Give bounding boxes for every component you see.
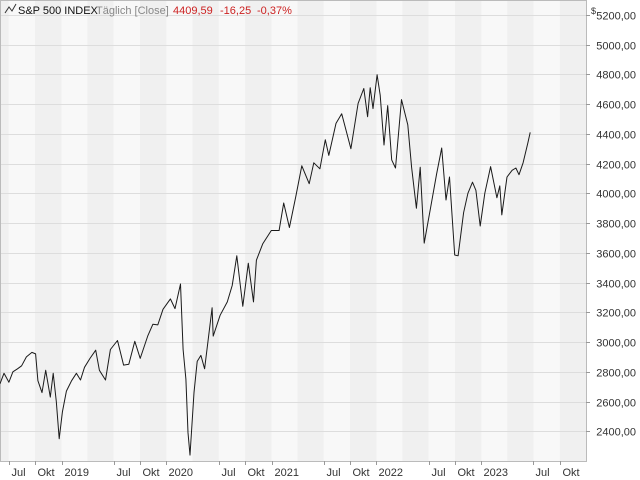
quarter-band: [139, 0, 167, 461]
line-series-icon: [4, 3, 17, 14]
x-tick-label: Okt: [38, 467, 55, 479]
y-tick-label: 3200,00: [596, 308, 636, 320]
y-tick-label: 4000,00: [596, 189, 636, 201]
x-tick-label: Jul: [327, 467, 341, 479]
x-tick-label: Jul: [432, 467, 446, 479]
grid-lines: [0, 15, 586, 432]
y-tick-label: 5200,00: [596, 11, 636, 23]
y-tick-label: 2600,00: [596, 398, 636, 410]
y-tick-label: 4200,00: [596, 160, 636, 172]
x-tick-label: 2023: [484, 467, 508, 479]
y-tick-label: 3600,00: [596, 249, 636, 261]
x-tick-label: Okt: [458, 467, 475, 479]
y-tick-label: 5000,00: [596, 41, 636, 53]
quarter-band: [297, 0, 324, 461]
y-tick-label: 4600,00: [596, 100, 636, 112]
x-tick-label: 2019: [65, 467, 89, 479]
x-tick-label: Okt: [248, 467, 265, 479]
quarter-band: [350, 0, 377, 461]
price-series: [0, 74, 531, 456]
x-tick-label: Jul: [12, 467, 26, 479]
price-line: [0, 74, 531, 456]
quarter-band: [35, 0, 62, 461]
legend: S&P 500 INDEX Täglich [Close] 4409,59 -1…: [4, 3, 292, 17]
quarter-band: [559, 0, 586, 461]
currency-label: $: [591, 6, 596, 16]
quarter-band: [192, 0, 219, 461]
y-tick-label: 3000,00: [596, 338, 636, 350]
quarter-band: [87, 0, 114, 461]
legend-change-percent: -0,37%: [257, 5, 292, 17]
x-tick-label: Jul: [536, 467, 550, 479]
x-tick-label: Okt: [563, 467, 580, 479]
quarter-band: [0, 0, 9, 461]
x-tick-label: Okt: [353, 467, 370, 479]
x-axis: Jul Okt 2019 Jul Okt 2020 Jul Okt 2021 Jul Okt 2022…: [9, 461, 580, 479]
legend-change: -16,25: [220, 5, 251, 17]
legend-mode: Täglich [Close]: [96, 5, 169, 17]
x-tick-label: Jul: [117, 467, 131, 479]
x-tick-label: 2020: [169, 467, 193, 479]
y-tick-label: 2400,00: [596, 427, 636, 439]
y-tick-label: 2800,00: [596, 368, 636, 380]
quarter-band: [454, 0, 482, 461]
x-tick-label: Jul: [222, 467, 236, 479]
plot-frame: [0, 0, 587, 462]
x-tick-label: 2021: [275, 467, 299, 479]
x-tick-label: 2022: [379, 467, 403, 479]
x-tick-label: Okt: [143, 467, 160, 479]
y-tick-label: 3800,00: [596, 219, 636, 231]
quarter-band: [245, 0, 272, 461]
y-tick-label: 4800,00: [596, 70, 636, 82]
legend-series-name: S&P 500 INDEX: [18, 5, 99, 17]
y-tick-label: 3400,00: [596, 279, 636, 291]
y-tick-label: 4400,00: [596, 130, 636, 142]
y-axis: 2400,00 2600,00 2800,00 3000,00 3200,00 3400,…: [586, 11, 636, 439]
quarter-band: [402, 0, 429, 461]
quarter-band: [507, 0, 534, 461]
legend-last-value: 4409,59: [173, 5, 213, 17]
